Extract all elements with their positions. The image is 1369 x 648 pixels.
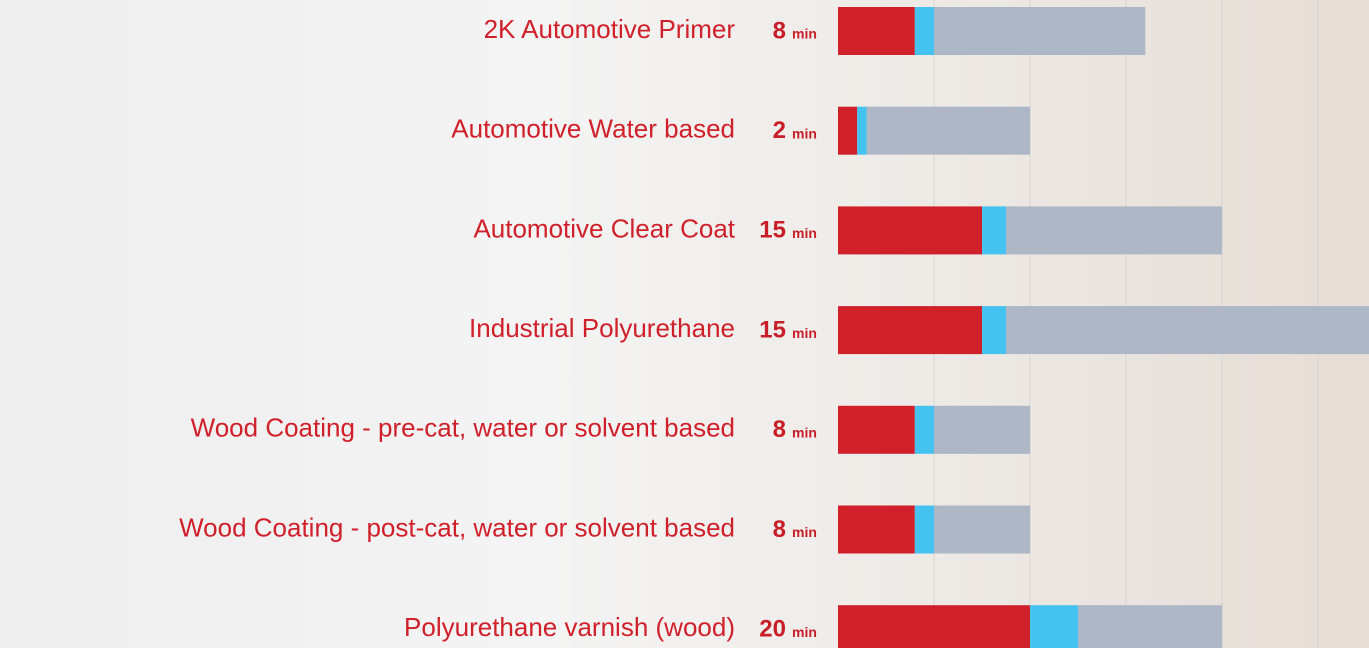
bar-segment [934,506,1030,554]
bar-segment [838,107,857,155]
page: 2K Automotive Primer 8 min Automotive Water… [0,0,1369,648]
bar-segment [915,7,934,55]
category-label: Wood Coating - pre-cat, water or solvent… [191,413,735,443]
unit-label: min [792,524,817,540]
bar-segment [838,7,915,55]
value-label: 2 [773,117,786,144]
bar-segment [838,306,982,354]
bar-segment [982,206,1006,254]
value-label: 8 [773,516,786,543]
chart: 2K Automotive Primer 8 min Automotive Water… [0,0,1369,648]
value-label: 20 [759,616,786,643]
category-label: Industrial Polyurethane [469,313,735,343]
unit-label: min [792,425,817,441]
bar-segment [838,206,982,254]
bar-segment [867,107,1030,155]
value-label: 15 [759,316,786,343]
bar-segment [838,406,915,454]
value-label: 8 [773,416,786,443]
unit-label: min [792,624,817,640]
bar-segment [982,306,1006,354]
bar-segment [838,605,1030,648]
bar-segment [838,506,915,554]
bar-segment [1006,206,1222,254]
value-label: 15 [759,217,786,244]
category-label: Automotive Water based [451,114,735,144]
bar-segment [1078,605,1222,648]
category-label: Wood Coating - post-cat, water or solven… [179,512,735,542]
bar-segment [915,406,934,454]
unit-label: min [792,26,817,42]
value-label: 8 [773,17,786,44]
unit-label: min [792,225,817,241]
category-label: Polyurethane varnish (wood) [404,612,735,642]
bar-segment [1006,306,1369,354]
bar-segment [934,7,1145,55]
bar-segment [1030,605,1078,648]
bar-segment [857,107,867,155]
bar-segment [934,406,1030,454]
category-label: 2K Automotive Primer [484,14,736,44]
bar-segment [915,506,934,554]
category-label: Automotive Clear Coat [473,213,735,243]
unit-label: min [792,325,817,341]
unit-label: min [792,125,817,141]
